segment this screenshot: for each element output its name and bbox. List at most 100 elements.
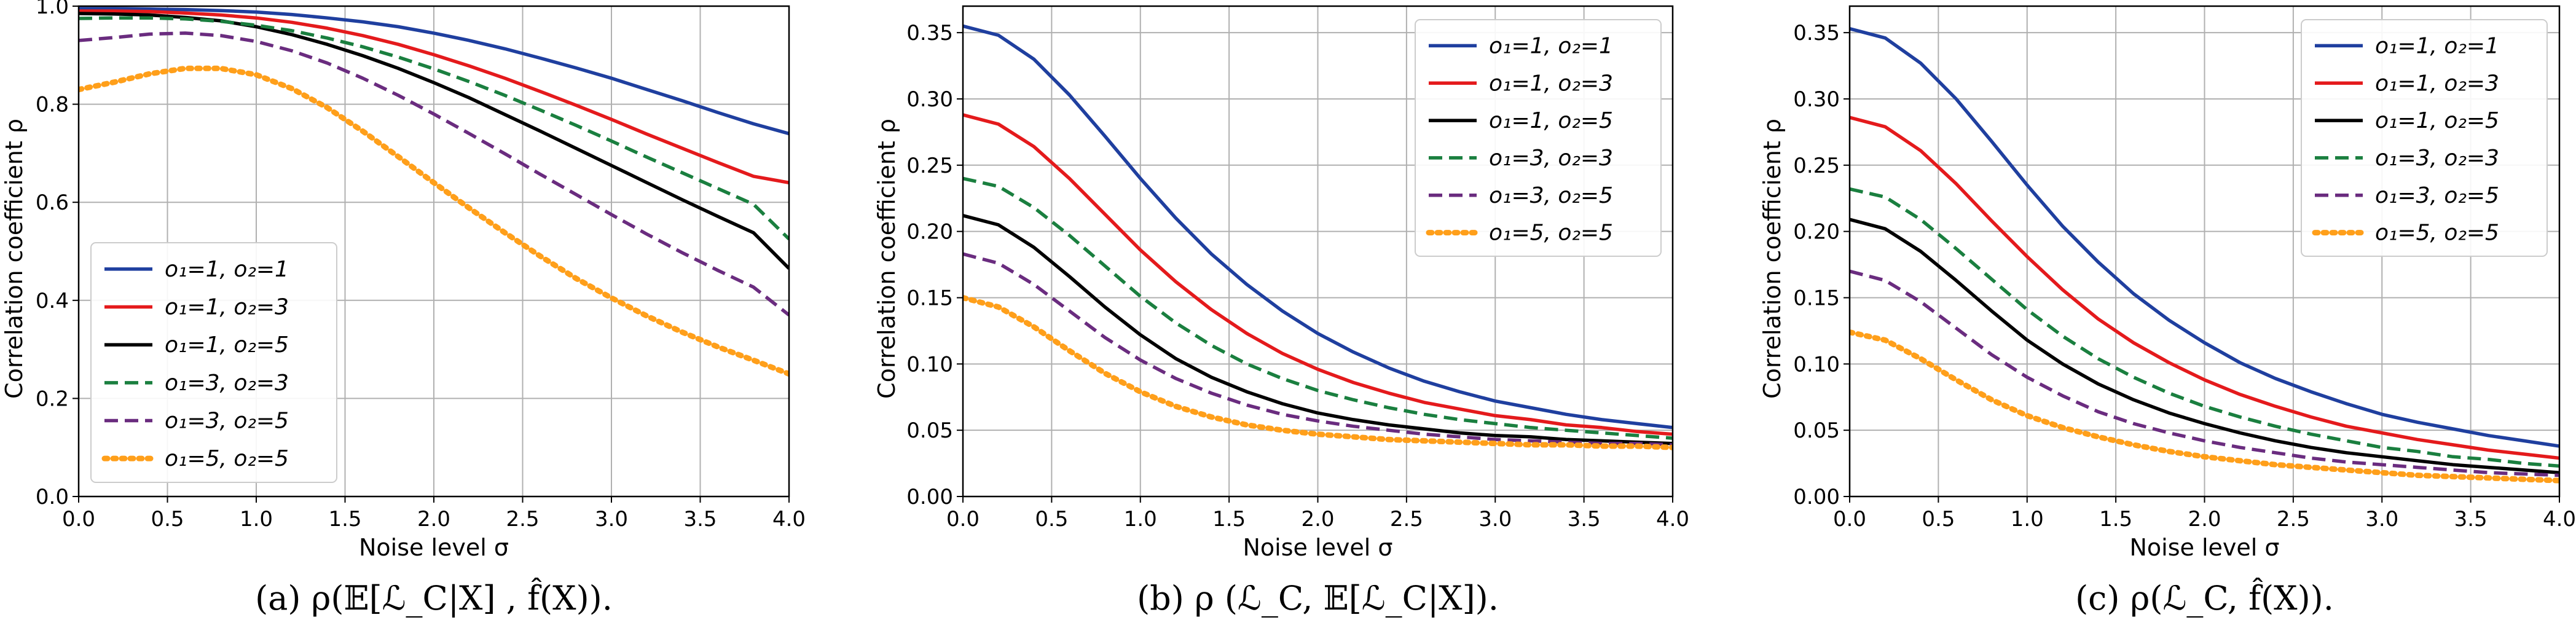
legend-label-2: o₁=1, o₂=3 [2375,71,2499,96]
legend-box [90,242,337,483]
y-axis-label: Correlation coefficient ρ [1759,119,1786,399]
x-tick-label: 2.0 [2188,507,2221,532]
series-line-6 [1850,329,2559,484]
legend-label-4: o₁=3, o₂=3 [1489,146,1613,171]
chart-panel-2: 0.0 0.5 1.0 1.5 2.0 2.5 3.0 3.5 4.0 0.00 0.05 0.10 0… [873,5,1689,618]
plot-frame [77,5,790,498]
legend: o₁=1, o₂=1 o₁=1, o₂=3 o₁=1, o₂=5 o₁=3, o₂=3… [90,242,337,483]
x-tick-label: 0.0 [62,507,95,532]
legend-label-5: o₁=3, o₂=5 [1489,183,1613,208]
y-axis-label: Correlation coefficient ρ [1,119,28,399]
y-tick-label: 0.8 [36,93,69,117]
x-tick-label: 1.5 [328,507,361,532]
x-tick-label: 1.0 [1124,507,1157,532]
series-line-1 [79,7,789,136]
y-tick-label: 0.05 [1793,418,1840,443]
x-tick-label: 0.5 [1922,507,1955,532]
y-tick-label: 0.05 [906,418,953,443]
x-tick-label: 3.5 [2454,507,2488,532]
y-tick-label: 0.15 [906,286,953,310]
y-tick-label: 0.10 [1793,352,1840,377]
x-tick-label: 4.0 [772,507,806,532]
legend-label-3: o₁=1, o₂=5 [165,332,289,358]
x-tick-label: 2.0 [417,507,450,532]
y-tick-label: 0.30 [906,87,953,112]
chart-panel-1: 0.0 0.5 1.0 1.5 2.0 2.5 3.0 3.5 4.0 0.0 0.2 0.4 0.6 0… [1,0,806,618]
y-tick-label: 0.6 [36,190,69,215]
legend-label-1: o₁=1, o₂=1 [165,257,289,282]
x-tick-label: 0.0 [1833,507,1866,532]
legend-label-1: o₁=1, o₂=1 [1489,33,1613,58]
x-tick-label: 0.0 [946,507,980,532]
y-tick-label: 1.0 [36,0,69,19]
series-line-4 [79,16,789,240]
series-line-2 [963,113,1673,436]
x-axis-label: Noise level σ [1243,534,1392,561]
y-tick-label: 0.25 [906,154,953,178]
x-tick-label: 3.0 [2365,507,2398,532]
x-tick-label: 3.0 [595,507,628,532]
chart-panel-3: 0.0 0.5 1.0 1.5 2.0 2.5 3.0 3.5 4.0 0.00 0.05 0.10 0… [1759,5,2576,618]
y-tick-label: 0.15 [1793,286,1840,310]
legend-label-5: o₁=3, o₂=5 [165,409,289,434]
y-tick-label: 0.0 [36,485,69,509]
legend-label-4: o₁=3, o₂=3 [2375,146,2499,171]
legend-label-1: o₁=1, o₂=1 [2375,33,2499,58]
x-tick-label: 1.5 [1212,507,1246,532]
legend: o₁=1, o₂=1 o₁=1, o₂=3 o₁=1, o₂=5 o₁=3, o₂=3… [2301,19,2548,257]
series-line-5 [963,252,1673,447]
y-tick-label: 0.30 [1793,87,1840,112]
legend-label-3: o₁=1, o₂=5 [1489,108,1613,133]
series-line-3 [1850,218,2559,474]
y-tick-label: 0.20 [906,220,953,245]
legend-label-6: o₁=5, o₂=5 [165,446,289,471]
series-line-3 [963,214,1673,445]
series-line-5 [1850,269,2559,477]
x-axis-label: Noise level σ [359,534,509,561]
x-tick-label: 3.0 [1478,507,1512,532]
y-tick-label: 0.10 [906,352,953,377]
x-tick-label: 1.0 [240,507,273,532]
series-line-5 [79,31,789,316]
legend: o₁=1, o₂=1 o₁=1, o₂=3 o₁=1, o₂=5 o₁=3, o₂=3… [1415,19,1662,257]
x-tick-label: 4.0 [2543,507,2576,532]
plot-frame [962,5,1674,498]
x-tick-label: 0.5 [1035,507,1068,532]
legend-label-6: o₁=5, o₂=5 [2375,221,2499,246]
panel-caption: (a) ρ(𝔼[ℒ_C|X] , f̂(X)). [255,577,613,618]
x-tick-label: 4.0 [1656,507,1689,532]
y-tick-label: 0.2 [36,387,69,411]
x-tick-label: 2.0 [1301,507,1334,532]
legend-label-5: o₁=3, o₂=5 [2375,183,2499,208]
x-tick-label: 1.0 [2011,507,2044,532]
series-line-1 [1850,27,2559,448]
x-tick-label: 2.5 [506,507,539,532]
panel-caption: (b) ρ (ℒ_C, 𝔼[ℒ_C|X]). [1137,579,1499,618]
x-tick-label: 0.5 [151,507,184,532]
series-line-6 [963,295,1673,450]
series-line-2 [79,9,789,185]
legend-box [1415,19,1662,257]
series-line-2 [1850,116,2559,460]
x-tick-label: 2.5 [2277,507,2310,532]
legend-box [2301,19,2548,257]
series-line-6 [79,65,789,377]
x-tick-label: 2.5 [1390,507,1423,532]
legend-label-4: o₁=3, o₂=3 [165,371,289,396]
panel-caption: (c) ρ(ℒ_C, f̂(X)). [2075,577,2334,618]
legend-label-3: o₁=1, o₂=5 [2375,108,2499,133]
y-tick-label: 0.00 [906,485,953,509]
x-tick-label: 1.5 [2099,507,2132,532]
y-tick-label: 0.25 [1793,154,1840,178]
x-tick-label: 3.5 [1568,507,1601,532]
y-axis-label: Correlation coefficient ρ [873,119,900,399]
y-tick-label: 0.00 [1793,485,1840,509]
series-line-4 [963,176,1673,440]
y-tick-label: 0.35 [1793,21,1840,45]
series-line-1 [963,24,1673,430]
legend-label-2: o₁=1, o₂=3 [165,295,289,320]
series-line-3 [79,12,789,270]
legend-label-6: o₁=5, o₂=5 [1489,221,1613,246]
x-tick-label: 3.5 [683,507,717,532]
